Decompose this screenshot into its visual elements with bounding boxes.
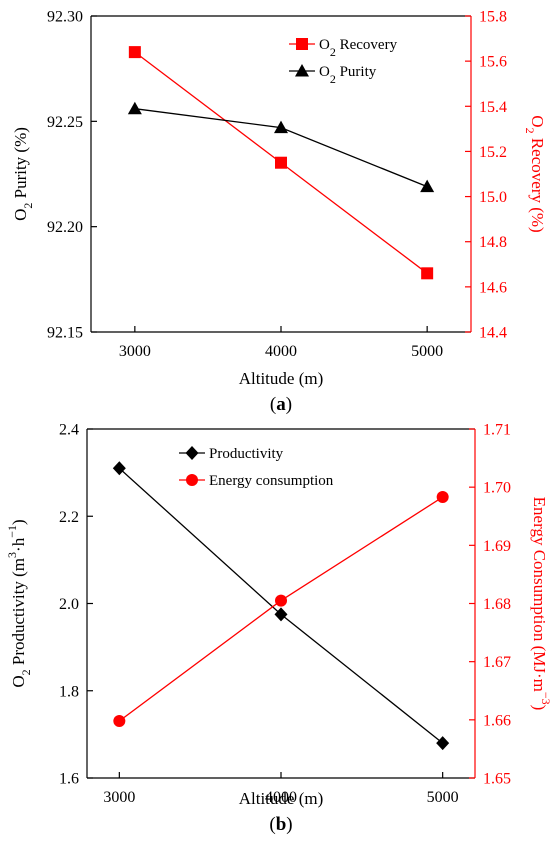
left-y-tick-label: 92.25 bbox=[47, 114, 83, 131]
right-y-tick-label: 14.8 bbox=[479, 234, 507, 251]
data-point-energy-consumption bbox=[436, 491, 449, 504]
data-point-o2-recovery bbox=[421, 267, 434, 280]
x-axis-title: Altitude (m) bbox=[239, 789, 324, 808]
right-y-tick-label: 15.4 bbox=[479, 99, 507, 116]
x-tick-label: 4000 bbox=[265, 343, 297, 360]
right-y-axis-title: Energy Consumption (MJ·m−3) bbox=[530, 497, 550, 711]
right-y-tick-label: 14.6 bbox=[479, 279, 507, 296]
left-y-axis-title: O2 Productivity (m3·h−1) bbox=[5, 519, 33, 687]
panel-label: (a) bbox=[270, 394, 292, 415]
legend-label-o2-purity: O2 Purity bbox=[319, 64, 377, 86]
left-y-tick-label: 92.20 bbox=[47, 219, 83, 236]
left-y-tick-label: 2.0 bbox=[59, 596, 79, 613]
legend-label-energy-consumption: Energy consumption bbox=[209, 473, 334, 489]
right-y-tick-label: 1.67 bbox=[483, 654, 511, 671]
data-point-productivity bbox=[112, 461, 126, 476]
data-point-o2-purity bbox=[127, 101, 142, 115]
left-y-tick-label: 2.2 bbox=[59, 509, 79, 526]
data-point-productivity bbox=[436, 736, 450, 751]
x-tick-label: 3000 bbox=[103, 789, 135, 806]
legend-marker-productivity bbox=[185, 446, 199, 460]
right-y-tick-label: 1.68 bbox=[483, 596, 511, 613]
data-point-o2-purity bbox=[274, 120, 288, 134]
right-y-tick-label: 15.6 bbox=[479, 54, 507, 71]
data-point-o2-purity bbox=[420, 179, 435, 193]
x-tick-label: 5000 bbox=[411, 343, 443, 360]
data-point-productivity bbox=[274, 607, 288, 622]
right-y-tick-label: 14.4 bbox=[479, 325, 507, 342]
data-point-energy-consumption bbox=[113, 714, 126, 727]
panel-label: (b) bbox=[269, 814, 292, 835]
right-y-tick-label: 1.71 bbox=[483, 422, 511, 439]
x-axis-title: Altitude (m) bbox=[239, 369, 324, 388]
data-point-o2-recovery bbox=[128, 46, 141, 59]
right-y-tick-label: 1.69 bbox=[483, 538, 511, 555]
right-y-tick-label: 1.70 bbox=[483, 480, 511, 497]
x-tick-label: 3000 bbox=[119, 343, 151, 360]
left-y-tick-label: 2.4 bbox=[59, 422, 79, 439]
data-point-o2-recovery bbox=[275, 156, 287, 169]
x-tick-label: 5000 bbox=[427, 789, 459, 806]
legend-label-o2-recovery: O2 Recovery bbox=[319, 37, 398, 59]
right-y-tick-label: 1.66 bbox=[483, 712, 511, 729]
legend-marker-o2-purity bbox=[295, 64, 309, 77]
left-y-axis-title: O2 Purity (%) bbox=[11, 127, 35, 221]
right-y-axis-title: O2 Recovery (%) bbox=[523, 115, 547, 232]
legend-marker-energy-consumption bbox=[186, 474, 198, 486]
right-y-tick-label: 15.0 bbox=[479, 189, 507, 206]
legend-label-productivity: Productivity bbox=[209, 446, 284, 462]
legend-marker-o2-recovery bbox=[296, 38, 308, 50]
left-y-tick-label: 1.8 bbox=[59, 683, 79, 700]
left-y-tick-label: 92.15 bbox=[47, 325, 83, 342]
left-y-tick-label: 1.6 bbox=[59, 771, 79, 788]
chart-panel-a: 3000 4000 5000 92.15 92.20 92.25 92.30 14.4 14.6… bbox=[11, 9, 547, 416]
left-y-tick-label: 92.30 bbox=[47, 9, 83, 26]
series-line-o2-purity bbox=[134, 108, 428, 188]
data-point-energy-consumption bbox=[275, 594, 287, 607]
x-tick-label: 4000 bbox=[265, 789, 297, 806]
right-y-tick-label: 1.65 bbox=[483, 771, 511, 788]
right-y-tick-label: 15.8 bbox=[479, 9, 507, 26]
chart-panel-b: 3000 4000 5000 1.6 1.8 2.0 2.2 2.4 1.65 1.66 1.67 1… bbox=[5, 422, 550, 836]
right-y-tick-label: 15.2 bbox=[479, 144, 507, 161]
